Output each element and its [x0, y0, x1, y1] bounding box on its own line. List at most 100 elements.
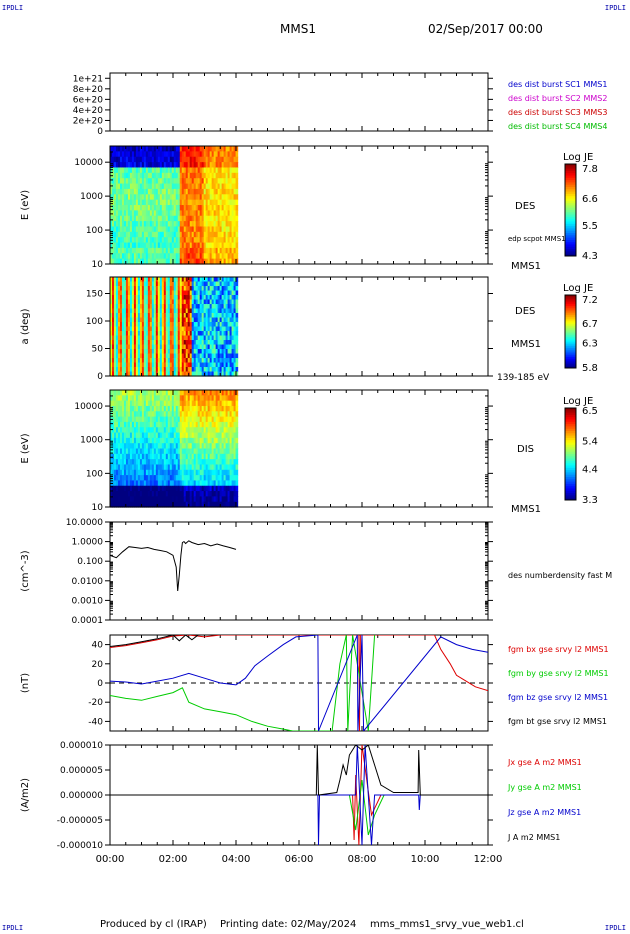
heatmap-cell [223, 475, 227, 482]
heatmap-cell [197, 358, 201, 364]
heatmap-cell [165, 496, 169, 503]
heatmap-cell [201, 459, 205, 466]
heatmap-cell [193, 231, 197, 238]
heatmap-cell [161, 281, 165, 287]
heatmap-cell [179, 427, 183, 434]
heatmap-cell [189, 335, 193, 341]
heatmap-cell [193, 326, 197, 332]
heatmap-cell [149, 295, 153, 301]
heatmap-cell [197, 411, 201, 418]
heatmap-cell [217, 411, 221, 418]
heatmap-cell [235, 215, 239, 222]
heatmap-cell [149, 485, 153, 492]
heatmap-cell [213, 281, 217, 287]
heatmap-cell [165, 322, 169, 328]
heatmap-cell [215, 313, 219, 319]
heatmap-cell [127, 501, 131, 508]
heatmap-cell [199, 221, 203, 228]
heatmap-cell [137, 437, 141, 444]
heatmap-cell [137, 469, 141, 476]
heatmap-cell [227, 416, 231, 423]
heatmap-cell [157, 491, 161, 497]
heatmap-cell [135, 299, 139, 305]
heatmap-cell [197, 400, 201, 407]
heatmap-cell [137, 258, 141, 265]
heatmap-cell [167, 390, 171, 396]
heatmap-cell [127, 416, 131, 423]
heatmap-cell [213, 443, 217, 450]
heatmap-cell [145, 281, 149, 287]
heatmap-cell [145, 215, 149, 222]
heatmap-cell [199, 188, 203, 195]
heatmap-cell [171, 172, 175, 179]
heatmap-cell [195, 349, 199, 355]
heatmap-cell [191, 247, 195, 254]
heatmap-cell [169, 453, 173, 460]
heatmap-cell [117, 475, 121, 482]
heatmap-cell [127, 485, 131, 492]
heatmap-cell [157, 199, 161, 206]
heatmap-cell [223, 362, 227, 368]
heatmap-cell [151, 453, 155, 460]
heatmap-cell [223, 464, 227, 471]
heatmap-cell [227, 188, 231, 195]
heatmap-cell [149, 231, 153, 238]
heatmap-cell [121, 231, 125, 238]
heatmap-cell [179, 167, 183, 174]
heatmap-cell [111, 313, 115, 319]
heatmap-cell [219, 295, 223, 301]
heatmap-cell [177, 290, 181, 296]
heatmap-cell [131, 432, 135, 439]
heatmap-cell [215, 299, 219, 305]
heatmap-cell [227, 480, 231, 487]
heatmap-cell [191, 340, 195, 346]
heatmap-cell [163, 178, 167, 185]
heatmap-cell [191, 237, 195, 244]
colorbar-cell [565, 300, 576, 303]
heatmap-cell [123, 367, 127, 373]
heatmap-cell [171, 416, 175, 423]
heatmap-cell [191, 172, 195, 179]
colorbar-cell [565, 302, 576, 305]
heatmap-cell [151, 226, 155, 233]
heatmap-cell [179, 226, 183, 233]
heatmap-cell [175, 395, 179, 402]
heatmap-cell [229, 496, 233, 503]
heatmap-cell [163, 395, 167, 402]
heatmap-cell [225, 491, 229, 497]
heatmap-cell [139, 290, 143, 296]
heatmap-cell [159, 340, 163, 346]
heatmap-cell [153, 469, 157, 476]
heatmap-cell [157, 459, 161, 466]
heatmap-cell [225, 247, 229, 254]
heatmap-cell [213, 453, 217, 460]
colorbar-cell [565, 239, 576, 243]
y-tick-label: 10000 [74, 402, 103, 412]
heatmap-cell [227, 172, 231, 179]
heatmap-cell [233, 358, 237, 364]
heatmap-cell [209, 459, 213, 466]
heatmap-cell [197, 226, 201, 233]
heatmap-cell [141, 221, 145, 228]
heatmap-cell [193, 178, 197, 185]
heatmap-cell [143, 358, 147, 364]
heatmap-cell [189, 231, 193, 238]
heatmap-cell [115, 178, 119, 185]
heatmap-cell [197, 281, 201, 287]
heatmap-cell [143, 469, 147, 476]
heatmap-cell [117, 362, 121, 368]
heatmap-cell [179, 371, 183, 377]
heatmap-cell [229, 421, 233, 428]
heatmap-cell [197, 443, 201, 450]
heatmap-cell [121, 416, 125, 423]
heatmap-cell [233, 205, 237, 211]
heatmap-cell [211, 299, 215, 305]
heatmap-cell [179, 290, 183, 296]
heatmap-cell [117, 290, 121, 296]
heatmap-cell [165, 358, 169, 364]
heatmap-cell [125, 443, 129, 450]
heatmap-cell [145, 178, 149, 185]
heatmap-cell [125, 304, 129, 310]
heatmap-cell [211, 469, 215, 476]
